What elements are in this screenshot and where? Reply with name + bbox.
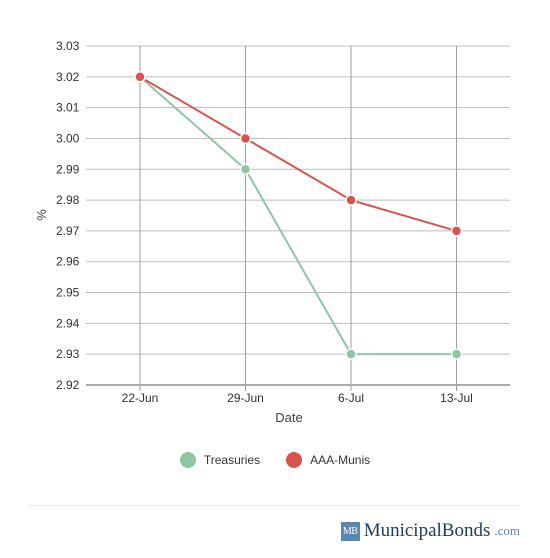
y-tick-label: 3.03: [56, 39, 80, 53]
legend-label-aaa-munis: AAA-Munis: [310, 453, 371, 467]
data-point[interactable]: [450, 348, 463, 360]
y-tick-label: 2.94: [56, 316, 80, 330]
series-line: [139, 76, 457, 356]
brand-badge: MB: [340, 521, 360, 541]
data-point[interactable]: [345, 194, 357, 206]
y-tick-label: 3.00: [56, 131, 80, 145]
x-axis-title: Date: [275, 410, 302, 425]
brand-name: MunicipalBonds: [363, 520, 491, 541]
legend-item-aaa-munis[interactable]: AAA-Munis: [286, 452, 370, 468]
x-tick-label: 29-Jun: [227, 391, 264, 405]
y-tick-label: 2.93: [56, 347, 80, 361]
x-tick-label: 22-Jun: [122, 391, 159, 405]
brand-tld: .com: [494, 523, 520, 538]
grid: [86, 45, 510, 391]
y-tick-label: 3.01: [56, 101, 80, 115]
y-axis-title: %: [34, 209, 49, 221]
legend-label-treasuries: Treasuries: [203, 453, 261, 467]
y-tick-label: 2.96: [56, 255, 80, 269]
data-point[interactable]: [134, 71, 146, 83]
data-point[interactable]: [450, 225, 463, 237]
series-line: [139, 75, 457, 232]
legend: Treasuries AAA-Munis: [0, 452, 550, 468]
series-group: [134, 71, 463, 360]
data-point[interactable]: [345, 348, 357, 360]
footer-divider: [30, 505, 520, 506]
y-tick-label: 2.92: [56, 378, 80, 392]
data-point[interactable]: [239, 132, 252, 145]
line-chart: 3.03 3.02 3.01 3.00 2.99 2.98 2.97 2.96 2.95 2.94…: [34, 39, 510, 425]
legend-item-treasuries[interactable]: Treasuries: [179, 452, 261, 468]
x-tick-label: 6-Jul: [338, 391, 364, 405]
x-tick-label: 13-Jul: [440, 391, 473, 405]
y-tick-label: 3.02: [56, 70, 80, 84]
y-tick-label: 2.95: [56, 286, 80, 300]
y-tick-label: 2.99: [56, 162, 80, 176]
y-tick-label: 2.97: [56, 224, 80, 238]
x-axis-ticks: 22-Jun 29-Jun 6-Jul 13-Jul: [122, 391, 473, 405]
data-point[interactable]: [239, 163, 252, 176]
legend-swatch-aaa-munis: [286, 452, 303, 468]
brand-logo[interactable]: MB MunicipalBonds .com: [340, 520, 520, 542]
y-tick-label: 2.98: [56, 193, 80, 207]
legend-swatch-treasuries: [179, 452, 196, 468]
y-axis-ticks: 3.03 3.02 3.01 3.00 2.99 2.98 2.97 2.96 2.95 2.94…: [56, 39, 80, 392]
